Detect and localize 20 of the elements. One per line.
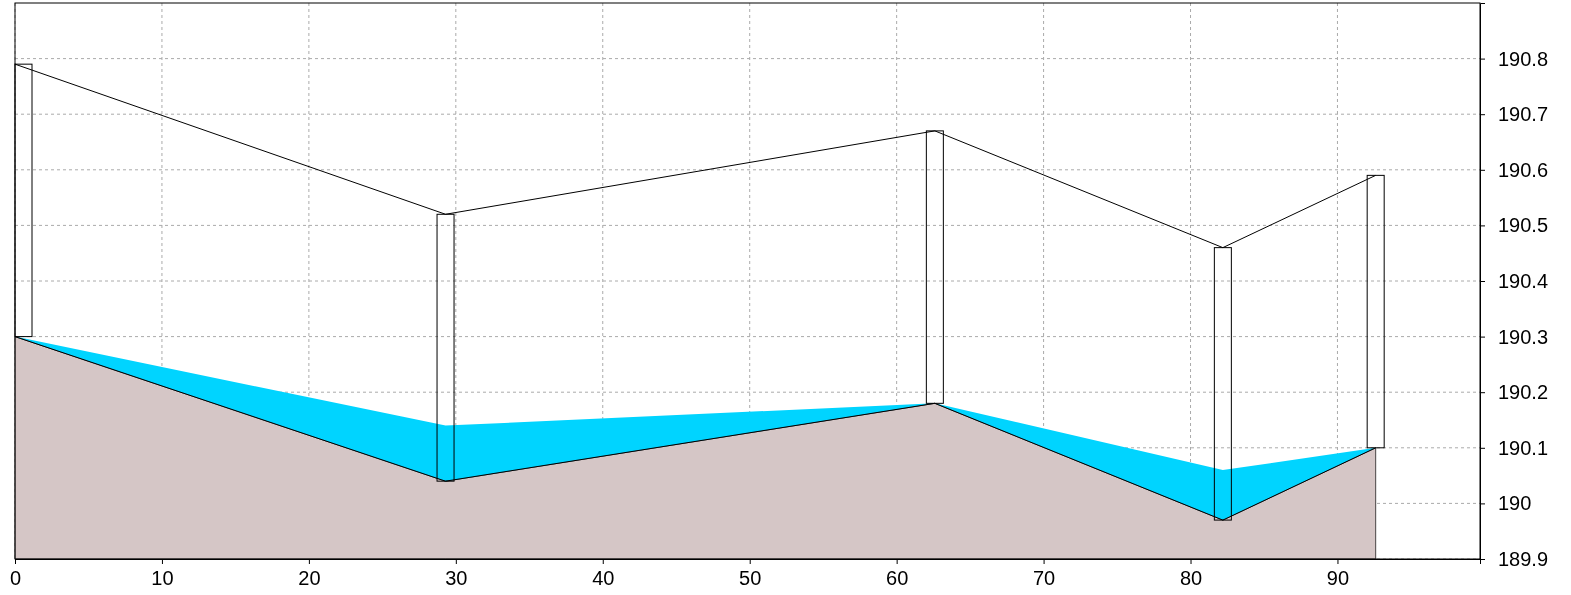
x-tick-label: 60 bbox=[886, 567, 909, 589]
x-tick-label: 70 bbox=[1032, 567, 1056, 589]
y-tick-label: 190.7 bbox=[1498, 103, 1549, 126]
x-tick-label: 80 bbox=[1179, 567, 1203, 589]
y-tick-label: 189.9 bbox=[1498, 547, 1549, 570]
x-tick-label: 90 bbox=[1326, 567, 1350, 589]
y-tick-label: 190.6 bbox=[1498, 158, 1549, 181]
y-tick-label: 190.4 bbox=[1498, 269, 1549, 292]
y-tick-label: 190.2 bbox=[1498, 381, 1549, 404]
x-tick-label: 0 bbox=[9, 567, 22, 589]
x-tick-label: 20 bbox=[298, 567, 321, 589]
y-tick-label: 190.3 bbox=[1498, 325, 1549, 348]
y-tick-label: 190.5 bbox=[1498, 214, 1549, 237]
x-tick-label: 50 bbox=[739, 567, 762, 589]
y-tick-label: 190.1 bbox=[1498, 436, 1549, 459]
x-tick-label: 40 bbox=[592, 567, 615, 589]
y-tick-label: 190.8 bbox=[1498, 47, 1549, 70]
x-tick-label: 30 bbox=[445, 567, 468, 589]
x-tick-label: 10 bbox=[151, 567, 174, 589]
y-tick-label: 190 bbox=[1498, 492, 1532, 515]
